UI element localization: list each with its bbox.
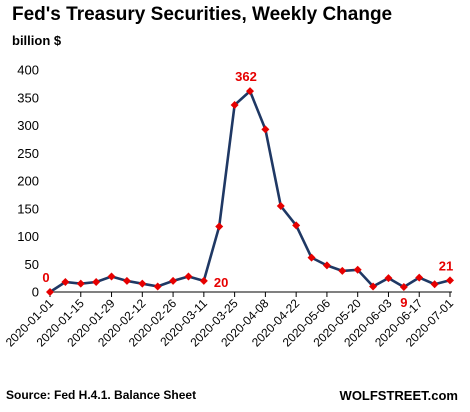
data-label: 9 xyxy=(400,295,407,310)
data-point xyxy=(307,253,316,262)
data-point xyxy=(61,278,70,287)
data-point xyxy=(153,282,162,291)
data-label: 21 xyxy=(439,258,453,273)
x-tick-labels: 2020-01-012020-01-152020-01-292020-02-12… xyxy=(3,292,456,350)
data-label: 0 xyxy=(42,270,49,285)
data-point xyxy=(384,274,393,283)
data-labels: 0 20 362 9 21 xyxy=(42,69,453,310)
data-point xyxy=(76,279,85,288)
y-tick-labels: 0 50 100 150 200 250 300 350 400 xyxy=(17,63,39,300)
series-line xyxy=(49,88,451,294)
data-markers xyxy=(46,87,454,296)
data-point xyxy=(215,222,224,231)
data-point xyxy=(122,276,131,285)
data-point xyxy=(446,276,454,285)
y-tick-label: 300 xyxy=(17,118,39,133)
data-point xyxy=(138,279,147,288)
source-note: Source: Fed H.4.1. Balance Sheet xyxy=(6,388,197,402)
data-point xyxy=(199,276,208,285)
y-tick-label: 200 xyxy=(17,174,39,189)
data-point xyxy=(230,100,239,109)
y-tick-label: 400 xyxy=(17,63,39,78)
data-point xyxy=(169,276,178,285)
data-label: 20 xyxy=(214,275,228,290)
data-point xyxy=(276,201,285,210)
y-tick-label: 250 xyxy=(17,146,39,161)
data-point xyxy=(292,221,301,230)
data-point xyxy=(92,278,101,287)
data-label: 362 xyxy=(235,69,257,84)
data-point xyxy=(353,265,362,274)
data-point xyxy=(261,125,270,134)
data-point xyxy=(107,272,116,281)
y-tick-label: 0 xyxy=(32,285,39,300)
y-tick-label: 50 xyxy=(25,257,39,272)
data-point xyxy=(415,273,424,282)
y-tick-label: 100 xyxy=(17,229,39,244)
data-point xyxy=(369,282,378,291)
chart-title: Fed's Treasury Securities, Weekly Change xyxy=(12,4,393,25)
data-point xyxy=(430,280,439,289)
data-point xyxy=(246,87,254,96)
y-tick-label: 350 xyxy=(17,90,39,105)
data-point xyxy=(184,272,193,281)
data-point xyxy=(46,288,54,296)
data-point xyxy=(399,283,408,292)
y-tick-label: 150 xyxy=(17,201,39,216)
brand-watermark: WOLFSTREET.com xyxy=(339,388,458,403)
data-point xyxy=(322,261,331,270)
data-point xyxy=(338,266,347,275)
y-axis-label: billion $ xyxy=(12,33,62,48)
